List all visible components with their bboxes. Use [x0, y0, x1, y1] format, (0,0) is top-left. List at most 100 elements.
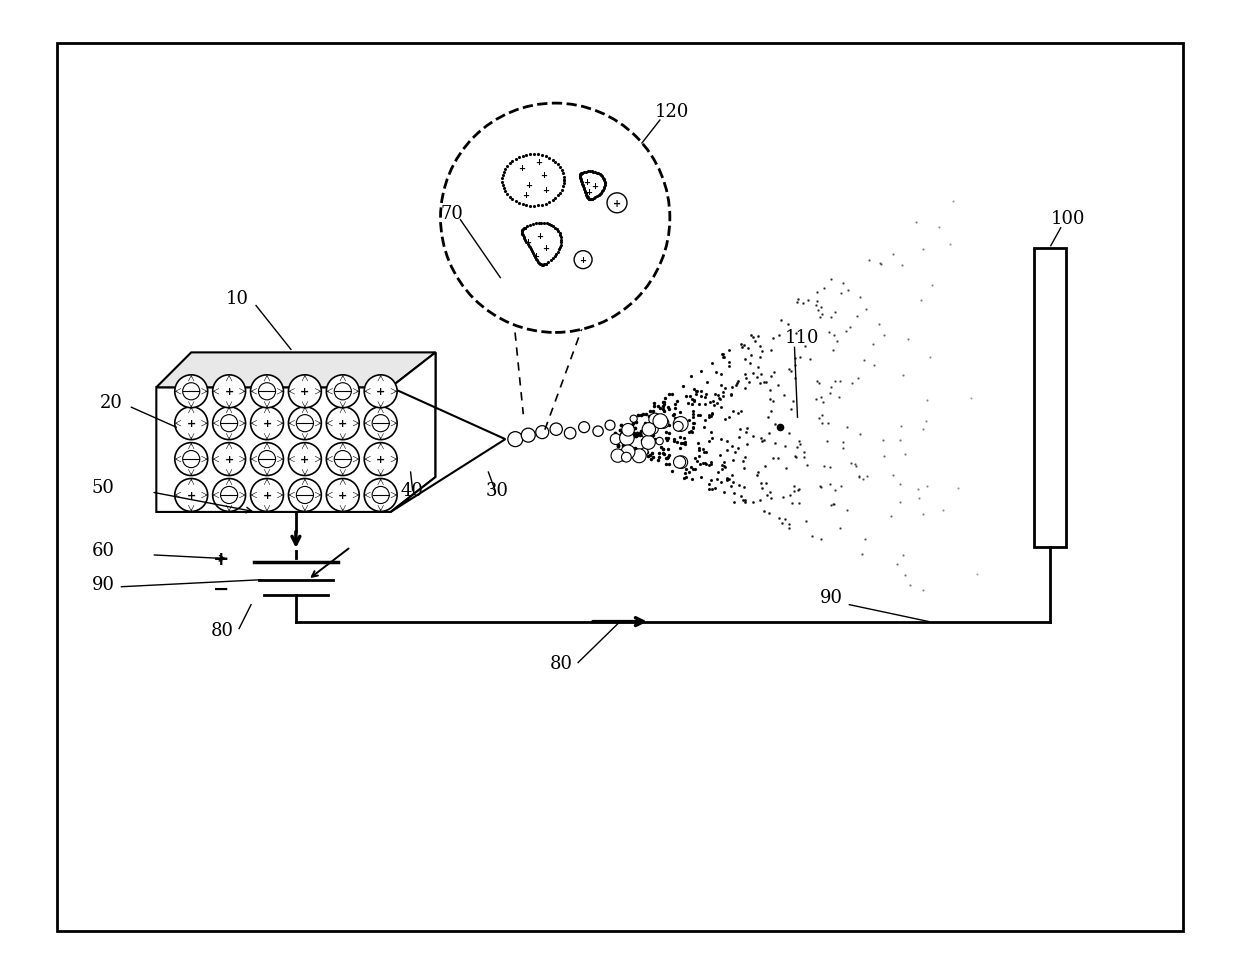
- Circle shape: [630, 416, 637, 423]
- Text: 30: 30: [485, 482, 508, 499]
- Text: +: +: [584, 178, 590, 188]
- Circle shape: [326, 444, 360, 476]
- Polygon shape: [156, 353, 435, 388]
- Circle shape: [372, 487, 389, 504]
- Text: +: +: [542, 187, 549, 195]
- Circle shape: [641, 436, 655, 449]
- Circle shape: [605, 421, 615, 431]
- Circle shape: [250, 407, 284, 441]
- Circle shape: [250, 444, 284, 476]
- Circle shape: [673, 422, 683, 432]
- Circle shape: [372, 415, 389, 432]
- Circle shape: [289, 375, 321, 408]
- Circle shape: [365, 375, 397, 408]
- Circle shape: [620, 453, 629, 462]
- Circle shape: [610, 434, 621, 446]
- Polygon shape: [156, 353, 435, 512]
- Text: +: +: [518, 164, 525, 173]
- Circle shape: [335, 451, 351, 468]
- Text: 70: 70: [440, 204, 464, 223]
- Circle shape: [213, 444, 246, 476]
- Circle shape: [289, 444, 321, 476]
- Circle shape: [250, 479, 284, 512]
- Text: +: +: [542, 244, 549, 253]
- Circle shape: [221, 415, 238, 432]
- Circle shape: [656, 438, 663, 446]
- Circle shape: [675, 456, 688, 469]
- Circle shape: [365, 407, 397, 441]
- Circle shape: [365, 444, 397, 476]
- Text: +: +: [532, 252, 538, 261]
- Circle shape: [551, 424, 563, 436]
- Text: 40: 40: [401, 482, 424, 499]
- Circle shape: [258, 451, 275, 468]
- Circle shape: [658, 418, 668, 429]
- Circle shape: [365, 479, 397, 512]
- Text: 60: 60: [92, 541, 114, 559]
- Circle shape: [673, 417, 688, 432]
- Circle shape: [440, 104, 670, 333]
- Circle shape: [649, 425, 658, 435]
- Text: 110: 110: [785, 329, 820, 347]
- Text: +: +: [591, 182, 599, 191]
- Text: +: +: [300, 454, 310, 465]
- Circle shape: [536, 426, 549, 440]
- Circle shape: [521, 429, 536, 443]
- Text: +: +: [224, 387, 233, 397]
- Circle shape: [175, 375, 207, 408]
- Circle shape: [175, 479, 207, 512]
- Bar: [1034, 248, 1065, 547]
- Text: 80: 80: [211, 621, 234, 639]
- Text: 20: 20: [99, 394, 123, 412]
- Text: +: +: [263, 490, 272, 500]
- Circle shape: [182, 383, 200, 401]
- Circle shape: [642, 429, 652, 440]
- Text: +: +: [536, 232, 543, 241]
- Text: +: +: [186, 490, 196, 500]
- Text: +: +: [213, 550, 229, 569]
- Text: +: +: [585, 189, 593, 197]
- Text: 50: 50: [92, 479, 114, 496]
- Circle shape: [175, 407, 207, 441]
- Circle shape: [611, 449, 625, 463]
- Text: +: +: [376, 387, 386, 397]
- Circle shape: [213, 479, 246, 512]
- Text: 90: 90: [820, 588, 842, 606]
- Circle shape: [258, 383, 275, 401]
- Circle shape: [621, 452, 631, 462]
- Text: 80: 80: [551, 655, 573, 673]
- Circle shape: [296, 415, 314, 432]
- Circle shape: [620, 432, 634, 446]
- Text: +: +: [376, 454, 386, 465]
- Circle shape: [213, 375, 246, 408]
- Circle shape: [564, 428, 575, 440]
- Circle shape: [649, 413, 661, 426]
- Text: 90: 90: [92, 575, 114, 593]
- Circle shape: [250, 375, 284, 408]
- Text: +: +: [339, 490, 347, 500]
- Circle shape: [326, 407, 360, 441]
- Circle shape: [296, 487, 314, 504]
- Text: +: +: [224, 454, 233, 465]
- Text: 10: 10: [226, 289, 249, 307]
- Circle shape: [593, 427, 603, 437]
- Circle shape: [653, 414, 667, 429]
- Circle shape: [642, 423, 656, 437]
- Text: +: +: [186, 419, 196, 429]
- Circle shape: [673, 456, 686, 469]
- Circle shape: [508, 432, 523, 447]
- Circle shape: [213, 407, 246, 441]
- Circle shape: [289, 479, 321, 512]
- Circle shape: [182, 451, 200, 468]
- Circle shape: [640, 448, 649, 456]
- Circle shape: [621, 424, 635, 437]
- Text: +: +: [525, 181, 532, 191]
- Text: +: +: [522, 191, 528, 200]
- Text: −: −: [213, 579, 229, 599]
- Circle shape: [621, 446, 635, 459]
- Text: +: +: [534, 158, 542, 167]
- Text: +: +: [579, 256, 587, 265]
- Circle shape: [289, 407, 321, 441]
- Circle shape: [175, 444, 207, 476]
- Circle shape: [326, 375, 360, 408]
